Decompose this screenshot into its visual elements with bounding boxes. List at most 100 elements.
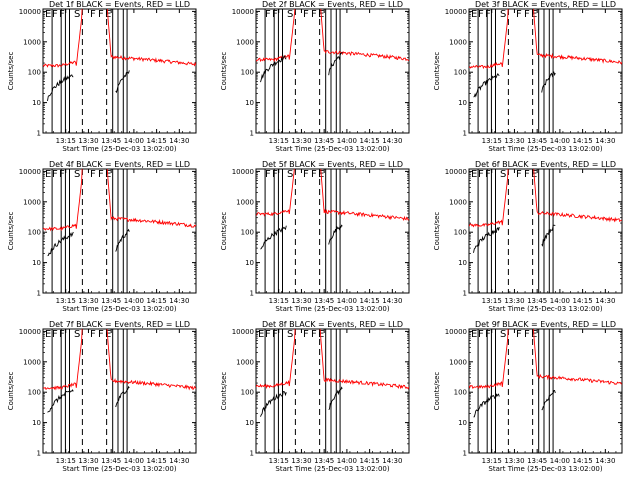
x-tick-label: 14:15 [573,297,593,305]
x-axis-label: Start Time (25-Dec-03 13:02:00) [275,465,389,473]
x-tick-label: 14:15 [360,457,380,465]
y-tick-label: 10 [32,419,41,427]
x-axis-label: Start Time (25-Dec-03 13:02:00) [488,145,602,153]
y-tick-label: 10 [32,259,41,267]
lld-series-line [43,329,196,391]
interval-marker: S [500,9,506,20]
y-tick-label: 10 [458,419,467,427]
interval-marker: F [59,169,65,180]
interval-marker: F [485,329,491,340]
plot-frame [42,328,197,454]
chart-panel: Det 7f BLACK = Events, RED = LLD 1 10 100 10… [7,320,197,473]
y-tick-label: 1 [250,450,254,458]
y-tick-label: 1 [463,290,467,298]
lld-series-line [256,329,409,390]
y-tick-label: 10000 [445,328,467,336]
x-tick-label: 14:30 [595,297,615,305]
x-tick-label: 14:15 [573,457,593,465]
x-tick-label: 13:15 [56,457,76,465]
interval-marker: E [318,329,324,340]
interval-marker: F [478,329,484,340]
events-series-line [47,385,130,413]
chart-panel: Det 8f BLACK = Events, RED = LLD 1 10 100 10… [220,320,410,473]
x-tick-label: 14:30 [169,137,189,145]
interval-marker: S [74,9,80,20]
plot-frame [255,8,410,134]
y-tick-label: 1000 [449,38,467,46]
interval-marker: F [516,9,522,20]
x-tick-label: 14:30 [382,457,402,465]
x-tick-label: 14:15 [147,457,167,465]
plot-frame [468,8,623,134]
interval-marker: F [311,9,317,20]
y-tick-label: 100 [241,69,254,77]
x-axis-label: Start Time (25-Dec-03 13:02:00) [275,305,389,313]
x-tick-label: 14:30 [169,457,189,465]
events-series-line [473,390,556,418]
x-tick-label: 14:00 [337,457,357,465]
interval-marker: S [287,329,293,340]
y-tick-label: 10000 [232,8,254,16]
x-axis-label: Start Time (25-Dec-03 13:02:00) [62,465,176,473]
interval-marker: F [478,169,484,180]
interval-marker: F [524,169,530,180]
interval-marker: E [45,9,51,20]
x-axis-label: Start Time (25-Dec-03 13:02:00) [275,145,389,153]
lld-series-line [256,9,409,63]
panel-title: Det 4f BLACK = Events, RED = LLD [49,160,190,169]
x-tick-label: 13:30 [504,297,524,305]
y-tick-label: 1 [463,450,467,458]
interval-marker: F [516,169,522,180]
x-tick-label: 14:30 [595,137,615,145]
lld-series-line [256,169,409,222]
x-tick-label: 13:45 [101,137,121,145]
y-tick-label: 10000 [232,328,254,336]
plot-frame [468,168,623,294]
y-tick-label: 1000 [236,358,254,366]
chart-panel: Det 3f BLACK = Events, RED = LLD 1 10 100 10… [433,0,623,153]
x-tick-label: 14:30 [382,297,402,305]
events-series-line [47,70,130,101]
y-tick-label: 10 [458,259,467,267]
interval-marker: E [258,329,264,340]
y-tick-label: 10000 [19,328,41,336]
y-tick-label: 10000 [445,168,467,176]
interval-marker: F [90,329,96,340]
lld-series-line [43,9,196,68]
x-tick-label: 14:15 [360,137,380,145]
interval-marker: F [265,9,271,20]
y-tick-label: 10 [32,99,41,107]
x-tick-label: 13:30 [291,137,311,145]
interval-marker: S [74,329,80,340]
x-tick-label: 14:15 [360,297,380,305]
interval-marker: F [90,9,96,20]
plot-frame [42,8,197,134]
y-tick-label: 10 [245,99,254,107]
x-tick-label: 13:30 [291,457,311,465]
y-tick-label: 1000 [236,198,254,206]
interval-marker: F [516,329,522,340]
interval-marker: E [471,329,477,340]
x-tick-label: 13:15 [269,297,289,305]
interval-marker: F [98,329,104,340]
y-tick-label: 100 [28,69,41,77]
interval-marker: E [105,169,111,180]
interval-marker: F [52,169,58,180]
y-axis-label: Counts/sec [7,212,15,251]
interval-marker: S [500,169,506,180]
panel-title: Det 7f BLACK = Events, RED = LLD [49,320,190,329]
interval-marker: F [272,9,278,20]
panel-title: Det 9f BLACK = Events, RED = LLD [475,320,616,329]
y-tick-label: 1 [463,130,467,138]
y-tick-label: 100 [454,69,467,77]
x-tick-label: 13:30 [78,457,98,465]
y-tick-label: 1 [37,290,41,298]
x-tick-label: 13:30 [78,137,98,145]
y-tick-label: 10 [245,259,254,267]
interval-marker: F [265,169,271,180]
y-tick-label: 100 [241,229,254,237]
x-axis-label: Start Time (25-Dec-03 13:02:00) [62,305,176,313]
interval-marker: E [471,9,477,20]
x-tick-label: 13:30 [504,137,524,145]
panel-title: Det 6f BLACK = Events, RED = LLD [475,160,616,169]
